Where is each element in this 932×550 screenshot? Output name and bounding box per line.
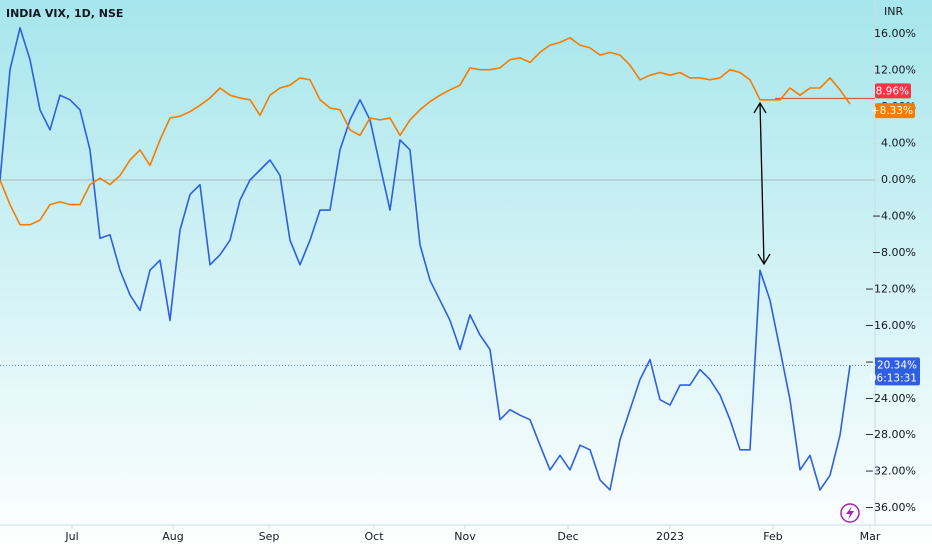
countdown-label: 06:13:31: [870, 372, 917, 384]
x-tick-label: Feb: [763, 530, 782, 543]
y-tick-label: −36.00%: [865, 501, 916, 514]
y-tick-label: −12.00%: [865, 282, 916, 295]
price-line-label: 8.96%: [876, 85, 909, 97]
y-tick-label: −28.00%: [865, 428, 916, 441]
y-tick-label: 16.00%: [874, 27, 916, 40]
y-tick-label: −24.00%: [865, 392, 916, 405]
chart-title: INDIA VIX, 1D, NSE: [6, 7, 123, 20]
y-tick-label: 12.00%: [874, 64, 916, 77]
x-tick-label: Dec: [557, 530, 578, 543]
y-tick-label: −16.00%: [865, 319, 916, 332]
plot: [0, 27, 875, 491]
last-value-box: [875, 103, 915, 119]
axis-unit: INR: [884, 5, 903, 18]
y-tick-label: 4.00%: [881, 137, 916, 150]
y-tick-label: −32.00%: [865, 465, 916, 478]
x-tick-label: Nov: [454, 530, 476, 543]
price-line-box: [875, 83, 911, 99]
last-value-label: −20.34%: [868, 359, 917, 371]
series-line: [0, 37, 851, 226]
arrow-annotation: [753, 101, 771, 266]
y-tick-label: 0.00%: [881, 173, 916, 186]
last-value-box: [875, 357, 920, 386]
x-tick-label: Oct: [364, 530, 384, 543]
x-tick-label: Mar: [860, 530, 881, 543]
series-line: [0, 27, 851, 491]
x-tick-label: 2023: [656, 530, 684, 543]
lightning-icon[interactable]: [840, 503, 860, 523]
x-tick-label: Aug: [162, 530, 183, 543]
x-tick-label: Jul: [64, 530, 78, 543]
y-tick-label: −8.00%: [872, 246, 916, 259]
x-tick-label: Sep: [259, 530, 280, 543]
last-value-label: +8.33%: [871, 105, 913, 117]
y-tick-label: −4.00%: [872, 209, 916, 222]
